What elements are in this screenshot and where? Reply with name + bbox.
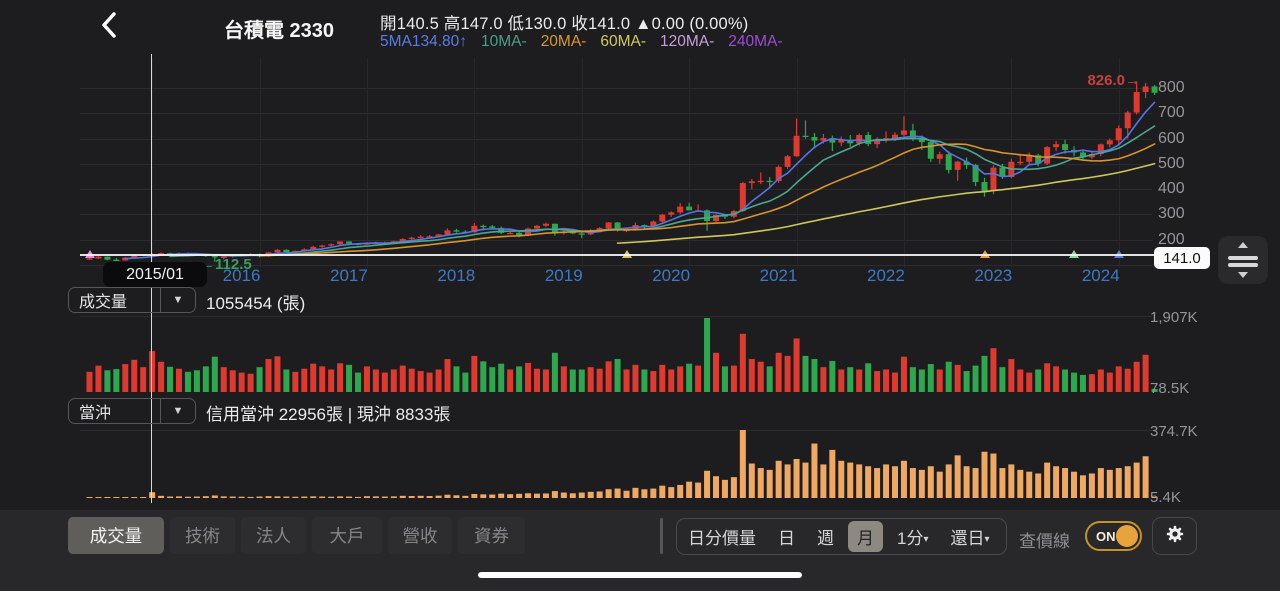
dropdown-arrow-icon: ▼ [172, 294, 184, 306]
daytrade-dropdown-label: 當沖 [79, 405, 112, 422]
bottom-toolbar: 成交量 技術 法人 大戶 營收 資券 日分價量 日 週月 1分▾ 還日▾ 查價線 ON [0, 510, 1280, 591]
year-axis-label: 2017 [330, 266, 368, 285]
period-option[interactable]: 1分▾ [897, 529, 929, 548]
axis-scale-adjuster-button[interactable] [1218, 236, 1268, 284]
year-axis-label: 2016 [222, 266, 261, 285]
ma-legend-item: 120MA- [660, 33, 715, 50]
year-axis-label: 2020 [652, 266, 691, 285]
year-axis-label: 2019 [544, 266, 583, 285]
lowest-price-annotation: ←112.5 [200, 256, 252, 273]
toolbar-divider [660, 518, 663, 554]
gear-icon [1164, 523, 1186, 550]
volume-axis-max: 1,907K [1150, 309, 1198, 326]
dropdown-arrow-icon: ▼ [172, 405, 184, 417]
period-option[interactable]: 週 [817, 529, 834, 548]
daytrade-panel-dropdown[interactable]: 當沖 ▼ [68, 398, 196, 424]
price-axis-label: 800 [1158, 78, 1185, 96]
crosshair-date-pill: 2015/01 [103, 262, 207, 287]
volume-axis-last: 78.5K [1150, 380, 1190, 397]
daytrade-value: 信用當沖 22956張 | 現沖 8833張 [206, 405, 451, 424]
ma-legend-item: 10MA- [481, 33, 527, 50]
adjust-down-icon [1238, 272, 1248, 278]
bottom-tab[interactable]: 成交量 [68, 517, 164, 554]
caret-down-icon: ▾ [984, 534, 990, 545]
ma-legend-item: 60MA- [600, 33, 646, 50]
year-axis-label: 2024 [1081, 266, 1120, 285]
price-axis-label: 300 [1158, 205, 1185, 223]
daytrade-axis-last: 5.4K [1150, 489, 1181, 506]
volume-panel-dropdown[interactable]: 成交量 ▼ [68, 287, 196, 313]
price-axis-label: 700 [1158, 104, 1185, 122]
price-axis-label: 200 [1158, 230, 1185, 248]
daytrade-axis-max: 374.7K [1150, 423, 1198, 440]
volume-value: 1055454 (張) [206, 294, 306, 313]
period-option[interactable]: 月 [848, 521, 883, 552]
price-line-toggle-label: 查價線 [1019, 532, 1070, 551]
ohlc-readout: 開140.5 高147.0 低130.0 收141.0 ▲0.00 (0.00%… [380, 15, 749, 33]
dropdown-divider [160, 288, 161, 312]
price-axis-label: 400 [1158, 180, 1185, 198]
bottom-tab[interactable]: 技術 [170, 517, 235, 554]
back-button[interactable] [100, 11, 118, 44]
period-option[interactable]: 日分價量 [688, 529, 756, 548]
year-axis-label: 2021 [759, 266, 798, 285]
home-indicator[interactable] [478, 572, 802, 578]
price-line-toggle[interactable]: ON [1085, 521, 1142, 551]
bottom-tab[interactable]: 營收 [388, 517, 452, 554]
price-axis-label: 600 [1158, 129, 1185, 147]
caret-down-icon: ▾ [923, 534, 929, 545]
adjuster-bar [1228, 263, 1258, 267]
bottom-tab[interactable]: 資券 [458, 517, 525, 554]
page-title: 台積電 2330 [224, 20, 335, 42]
adjuster-bar [1228, 256, 1258, 260]
year-axis-label: 2023 [974, 266, 1013, 285]
dropdown-divider [160, 399, 161, 423]
adjust-up-icon [1238, 242, 1248, 248]
settings-button[interactable] [1152, 517, 1197, 555]
ma-legend: 5MA134.80↑ 10MA- 20MA- 60MA- 120MA- 240MA- [380, 33, 797, 51]
back-chevron-icon [100, 12, 118, 43]
bottom-tab[interactable]: 大戶 [312, 517, 382, 554]
toggle-knob [1116, 525, 1138, 547]
toggle-on-label: ON [1096, 528, 1116, 544]
ma-legend-item: 20MA- [540, 33, 587, 50]
year-axis-label: 2022 [867, 266, 905, 285]
period-segmented-control: 日分價量 日 週月 1分▾ 還日▾ [676, 518, 1007, 555]
year-axis-label: 2018 [437, 266, 476, 285]
ma-legend-item: 5MA134.80↑ [380, 33, 468, 50]
ma-legend-item: 240MA- [728, 33, 783, 50]
crosshair-price-pill: 141.0 [1154, 247, 1210, 269]
crosshair-price-line[interactable] [80, 254, 1154, 256]
period-option[interactable]: 還日▾ [950, 529, 990, 548]
price-axis-label: 500 [1158, 154, 1185, 172]
bottom-tab[interactable]: 法人 [241, 517, 306, 554]
period-option[interactable]: 日 [778, 529, 795, 548]
volume-dropdown-label: 成交量 [79, 294, 128, 311]
highest-price-annotation: 826.0→ [1087, 72, 1140, 89]
